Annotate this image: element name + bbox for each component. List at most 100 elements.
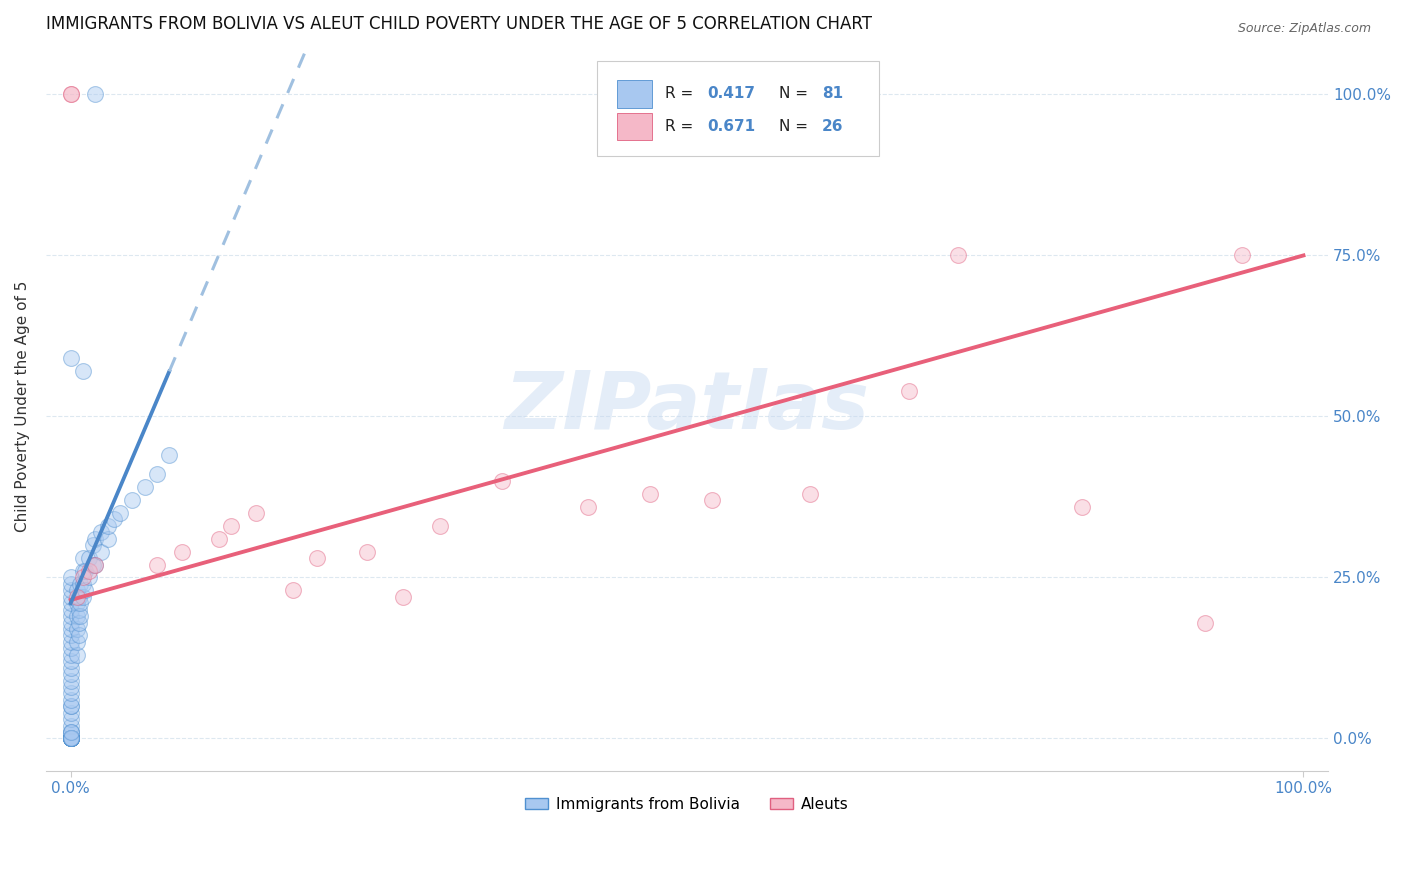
Point bbox=[59, 725, 82, 739]
Point bbox=[59, 87, 82, 102]
Text: 81: 81 bbox=[821, 87, 842, 102]
Point bbox=[59, 648, 82, 662]
Point bbox=[59, 596, 82, 610]
Text: 0.671: 0.671 bbox=[707, 120, 755, 134]
Point bbox=[59, 602, 82, 616]
Point bbox=[66, 648, 89, 662]
Text: IMMIGRANTS FROM BOLIVIA VS ALEUT CHILD POVERTY UNDER THE AGE OF 5 CORRELATION CH: IMMIGRANTS FROM BOLIVIA VS ALEUT CHILD P… bbox=[46, 15, 872, 33]
Point bbox=[69, 609, 91, 624]
FancyBboxPatch shape bbox=[617, 80, 652, 108]
Point bbox=[67, 628, 90, 642]
Point bbox=[392, 590, 415, 604]
Point bbox=[59, 731, 82, 746]
Point bbox=[84, 558, 107, 572]
Point bbox=[1070, 500, 1092, 514]
FancyBboxPatch shape bbox=[598, 61, 879, 156]
Point bbox=[59, 731, 82, 746]
Point bbox=[72, 570, 94, 584]
Text: ZIPatlas: ZIPatlas bbox=[505, 368, 869, 446]
Point bbox=[59, 731, 82, 746]
Point bbox=[72, 590, 94, 604]
Point bbox=[59, 699, 82, 714]
Point bbox=[59, 654, 82, 668]
Point bbox=[121, 493, 143, 508]
Point bbox=[59, 693, 82, 707]
Point bbox=[59, 699, 82, 714]
Point bbox=[59, 731, 82, 746]
Point bbox=[59, 673, 82, 688]
Point bbox=[59, 731, 82, 746]
Text: R =: R = bbox=[665, 120, 699, 134]
Point bbox=[75, 564, 97, 578]
Point bbox=[59, 590, 82, 604]
Text: R =: R = bbox=[665, 87, 699, 102]
Point bbox=[59, 583, 82, 598]
Point bbox=[90, 545, 112, 559]
Point bbox=[1194, 615, 1216, 630]
Point bbox=[66, 583, 89, 598]
FancyBboxPatch shape bbox=[617, 112, 652, 140]
Point bbox=[59, 731, 82, 746]
Point bbox=[59, 731, 82, 746]
Point bbox=[59, 609, 82, 624]
Point bbox=[77, 570, 100, 584]
Point bbox=[59, 725, 82, 739]
Point bbox=[66, 596, 89, 610]
Point bbox=[84, 532, 107, 546]
Point bbox=[281, 583, 304, 598]
Point bbox=[66, 622, 89, 636]
Point bbox=[59, 615, 82, 630]
Point bbox=[72, 577, 94, 591]
Point bbox=[638, 487, 661, 501]
Point bbox=[799, 487, 821, 501]
Point bbox=[170, 545, 193, 559]
Point bbox=[59, 570, 82, 584]
Point bbox=[108, 506, 131, 520]
Point bbox=[59, 686, 82, 700]
Point bbox=[429, 519, 451, 533]
Text: 0.417: 0.417 bbox=[707, 87, 755, 102]
Point bbox=[59, 731, 82, 746]
Point bbox=[72, 564, 94, 578]
Text: 26: 26 bbox=[821, 120, 844, 134]
Point bbox=[59, 718, 82, 732]
Point bbox=[948, 248, 970, 262]
Point bbox=[59, 622, 82, 636]
Text: N =: N = bbox=[779, 120, 813, 134]
Y-axis label: Child Poverty Under the Age of 5: Child Poverty Under the Age of 5 bbox=[15, 281, 30, 533]
Point bbox=[69, 596, 91, 610]
Point bbox=[67, 615, 90, 630]
Point bbox=[146, 467, 169, 482]
Point bbox=[59, 680, 82, 694]
Point bbox=[59, 628, 82, 642]
Point bbox=[59, 725, 82, 739]
Text: N =: N = bbox=[779, 87, 813, 102]
Legend: Immigrants from Bolivia, Aleuts: Immigrants from Bolivia, Aleuts bbox=[519, 790, 855, 818]
Point bbox=[72, 364, 94, 378]
Point bbox=[77, 564, 100, 578]
Point bbox=[66, 635, 89, 649]
Point bbox=[90, 525, 112, 540]
Point bbox=[103, 512, 125, 526]
Point bbox=[307, 551, 329, 566]
Point bbox=[207, 532, 229, 546]
Point bbox=[59, 712, 82, 726]
Point bbox=[491, 474, 513, 488]
Point bbox=[356, 545, 378, 559]
Point bbox=[72, 551, 94, 566]
Point bbox=[59, 351, 82, 366]
Point bbox=[66, 609, 89, 624]
Point bbox=[67, 590, 90, 604]
Point bbox=[97, 519, 120, 533]
Point bbox=[77, 551, 100, 566]
Point bbox=[700, 493, 723, 508]
Point bbox=[67, 602, 90, 616]
Point bbox=[59, 641, 82, 656]
Point bbox=[59, 87, 82, 102]
Point bbox=[578, 500, 600, 514]
Point bbox=[82, 538, 104, 552]
Point bbox=[84, 87, 107, 102]
Point bbox=[59, 660, 82, 674]
Point bbox=[84, 558, 107, 572]
Point bbox=[66, 590, 89, 604]
